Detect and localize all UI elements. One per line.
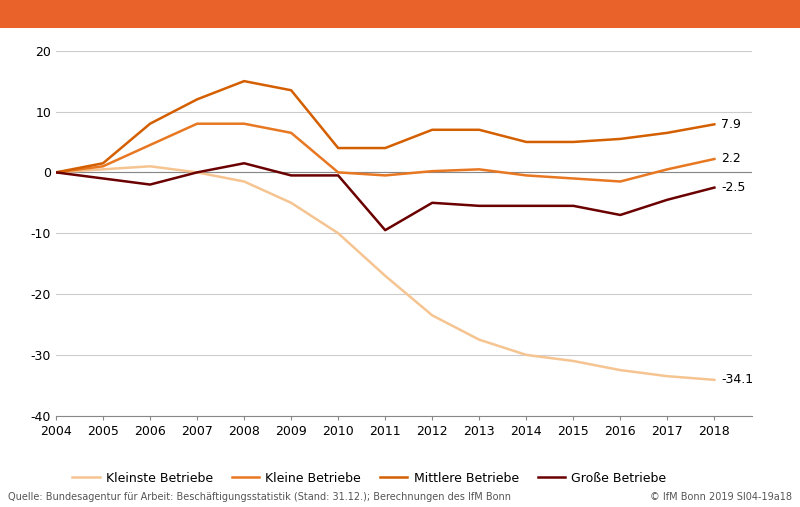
Legend: Kleinste Betriebe, Kleine Betriebe, Mittlere Betriebe, Große Betriebe: Kleinste Betriebe, Kleine Betriebe, Mitt… [67,467,671,490]
Text: -34.1: -34.1 [722,373,754,386]
Text: 7.9: 7.9 [722,118,742,131]
Text: -2.5: -2.5 [722,181,746,194]
Text: 2.2: 2.2 [722,153,741,165]
Text: © IfM Bonn 2019 SI04-19a18: © IfM Bonn 2019 SI04-19a18 [650,492,792,502]
Text: Quelle: Bundesagentur für Arbeit: Beschäftigungsstatistik (Stand: 31.12.); Berec: Quelle: Bundesagentur für Arbeit: Beschä… [8,492,511,502]
